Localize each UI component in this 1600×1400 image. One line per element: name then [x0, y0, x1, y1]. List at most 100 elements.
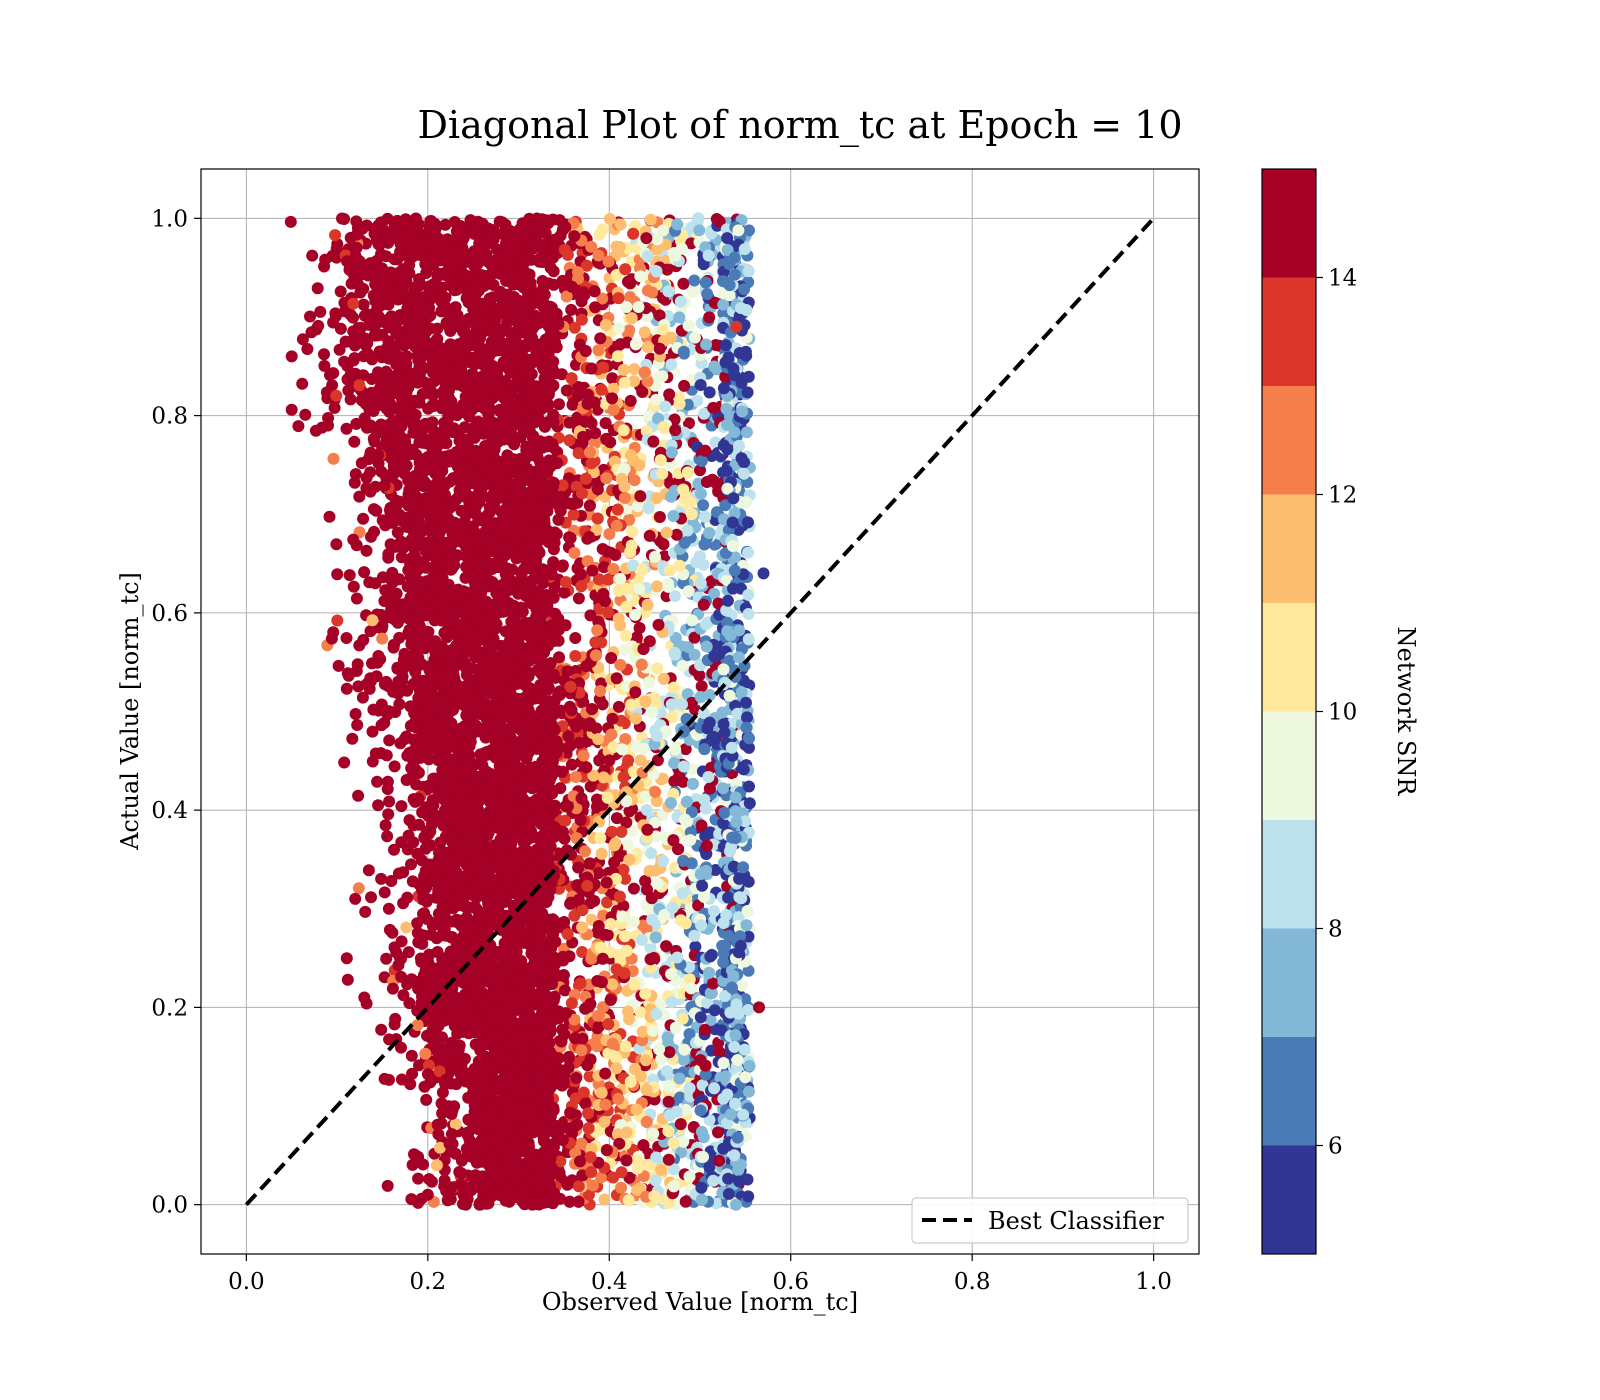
scatter-point: [395, 551, 408, 564]
scatter-point: [631, 500, 644, 513]
scatter-point: [683, 1082, 696, 1095]
scatter-point: [640, 923, 653, 935]
scatter-point: [575, 295, 588, 308]
scatter-point: [602, 573, 615, 586]
scatter-point: [558, 586, 571, 599]
scatter-point: [625, 698, 638, 711]
scatter-point: [615, 714, 628, 727]
scatter-point: [629, 712, 642, 725]
scatter-point: [684, 834, 697, 847]
scatter-point: [642, 341, 654, 354]
scatter-point: [584, 997, 597, 1010]
scatter-point: [640, 1115, 653, 1128]
scatter-point: [645, 961, 657, 974]
scatter-point: [680, 795, 693, 808]
scatter-point: [603, 213, 616, 225]
scatter-point: [572, 266, 584, 279]
scatter-point: [641, 250, 654, 263]
scatter-point: [422, 753, 435, 766]
scatter-point: [692, 212, 705, 225]
scatter-point: [646, 286, 659, 299]
scatter-point: [619, 733, 632, 746]
scatter-point: [650, 795, 663, 808]
chart-title: Diagonal Plot of norm_tc at Epoch = 10: [417, 103, 1182, 148]
scatter-point: [574, 1155, 586, 1168]
scatter-point: [589, 301, 602, 314]
scatter-point: [639, 695, 652, 708]
scatter-point: [675, 242, 688, 255]
scatter-point: [614, 218, 627, 231]
scatter-point: [562, 1052, 575, 1065]
scatter-point: [589, 636, 602, 649]
scatter-point: [552, 318, 565, 331]
scatter-point: [663, 1196, 675, 1209]
scatter-point: [620, 1126, 633, 1139]
scatter-point: [581, 879, 594, 892]
scatter-point: [647, 1127, 660, 1140]
scatter-point: [597, 361, 610, 374]
scatter-point: [617, 363, 630, 376]
scatter-point: [570, 1072, 583, 1084]
scatter-point: [568, 1013, 581, 1026]
scatter-point: [656, 370, 669, 383]
scatter-point: [572, 861, 585, 874]
scatter-point: [665, 446, 678, 459]
scatter-point: [627, 882, 640, 895]
scatter-point: [688, 274, 701, 287]
scatter-point: [635, 658, 648, 671]
scatter-point: [647, 435, 660, 448]
scatter-point: [623, 324, 636, 337]
scatter-point: [688, 929, 701, 942]
scatter-point: [462, 1113, 475, 1126]
scatter-point: [682, 585, 695, 598]
scatter-point: [677, 345, 690, 358]
scatter-point: [634, 270, 647, 283]
scatter-point: [659, 400, 672, 413]
scatter-point: [685, 508, 698, 521]
scatter-point: [620, 816, 633, 829]
scatter-point: [685, 982, 698, 995]
scatter-point: [597, 771, 610, 784]
scatter-point: [575, 313, 588, 326]
scatter-point: [620, 582, 633, 595]
scatter-point: [566, 398, 579, 411]
scatter-point: [643, 676, 655, 689]
scatter-point: [431, 322, 444, 335]
scatter-point: [569, 650, 582, 662]
scatter-point: [603, 528, 616, 540]
scatter-point: [585, 952, 598, 965]
scatter-point: [620, 600, 633, 613]
scatter-point: [661, 1065, 673, 1078]
scatter-point: [565, 896, 577, 909]
scatter-point: [610, 1062, 623, 1075]
scatter-point: [604, 918, 617, 930]
scatter-point: [391, 526, 404, 539]
scatter-point: [586, 1179, 599, 1192]
scatter-point: [588, 437, 601, 450]
scatter-point: [600, 432, 613, 445]
scatter-point: [592, 249, 605, 262]
scatter-point: [678, 536, 691, 549]
scatter-point: [580, 761, 593, 774]
scatter-point: [605, 728, 618, 741]
scatter-point: [548, 233, 561, 246]
scatter-point: [610, 519, 623, 532]
scatter-point: [619, 263, 632, 276]
scatter-point: [639, 1054, 652, 1067]
scatter-point: [678, 379, 691, 392]
scatter-point: [600, 1144, 613, 1157]
scatter-point: [563, 416, 576, 429]
scatter-point: [646, 1024, 659, 1037]
scatter-point: [653, 309, 666, 322]
scatter-point: [612, 700, 625, 713]
scatter-point: [583, 717, 596, 730]
scatter-point: [593, 573, 605, 586]
scatter-point: [585, 240, 598, 253]
scatter-point: [599, 1098, 612, 1111]
scatter-point: [622, 1005, 635, 1018]
scatter-point: [662, 1153, 675, 1166]
scatter-point: [404, 719, 417, 732]
scatter-point: [663, 388, 676, 401]
scatter-point: [662, 285, 675, 298]
scatter-point: [665, 698, 678, 711]
